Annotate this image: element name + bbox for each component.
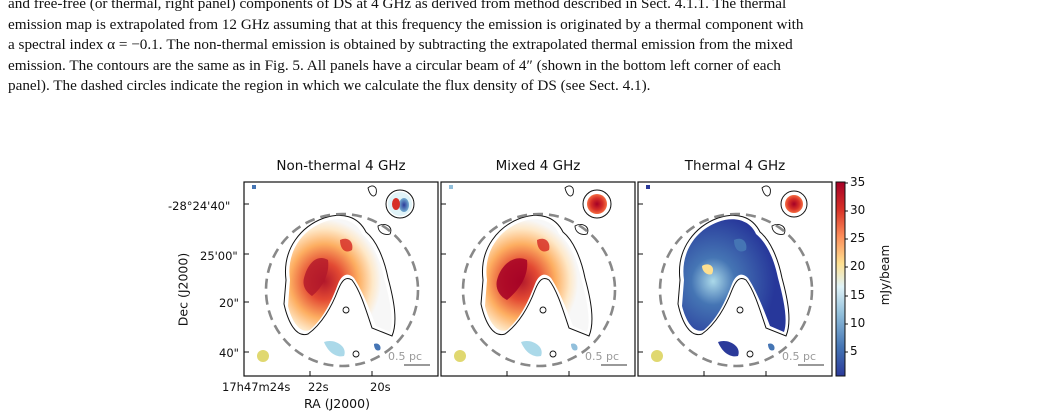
panel-title-mixed: Mixed 4 GHz	[495, 158, 581, 174]
colorbar-tick-label: 35	[850, 175, 866, 189]
y-tick-label: 25'00"	[200, 249, 238, 263]
x-tick-label: 20s	[370, 380, 391, 394]
x-tick-label: 17h47m24s	[222, 380, 291, 394]
colorbar-tick-label: 15	[850, 288, 866, 302]
y-tick-label: -28°24'40"	[168, 199, 231, 213]
caption-line: panel). The dashed circles indicate the …	[8, 77, 651, 94]
scalebar-label: 0.5 pc	[782, 350, 816, 363]
panel-title-thermal: Thermal 4 GHz	[684, 158, 786, 174]
caption-line: and free-free (or thermal, right panel) …	[8, 0, 787, 12]
caption-line: emission. The contours are the same as i…	[8, 56, 781, 74]
figure-caption: and free-free (or thermal, right panel) …	[8, 0, 1048, 97]
panel-thermal: 0.5 pc	[637, 181, 833, 377]
y-tick-label: 40"	[219, 346, 239, 360]
caption-line: emission map is extrapolated from 12 GHz…	[8, 15, 804, 33]
panel-nonthermal: 0.5 pc	[243, 181, 439, 377]
panel-title-nonthermal: Non-thermal 4 GHz	[276, 158, 406, 174]
x-axis-label: RA (J2000)	[304, 396, 370, 411]
colorbar-tick-label: 5	[850, 344, 858, 358]
colorbar-tick-label: 25	[850, 231, 866, 245]
caption-line: a spectral index α = −0.1. The non-therm…	[8, 36, 793, 53]
colorbar-tick-label: 10	[850, 316, 866, 330]
colorbar-tick-label: 30	[850, 203, 866, 217]
colorbar-tick-label: 20	[850, 259, 866, 273]
panel-mixed: 0.5 pc	[440, 181, 636, 377]
scalebar-label: 0.5 pc	[388, 350, 422, 363]
scalebar-label: 0.5 pc	[585, 350, 619, 363]
y-tick-label: 20"	[219, 296, 239, 310]
x-tick-label: 22s	[308, 380, 329, 394]
colorbar-ticks	[845, 182, 848, 353]
colorbar	[835, 181, 846, 377]
